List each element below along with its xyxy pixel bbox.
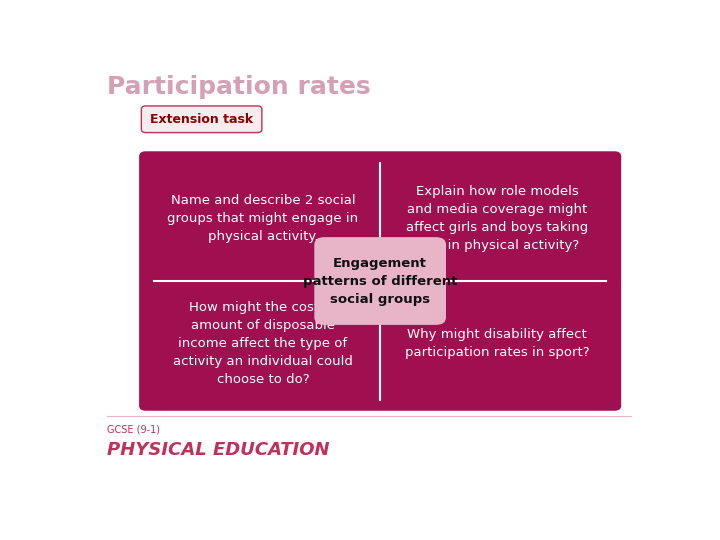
Text: Why might disability affect
participation rates in sport?: Why might disability affect participatio…: [405, 328, 590, 359]
Text: Engagement
patterns of different
social groups: Engagement patterns of different social …: [303, 256, 457, 306]
Text: Explain how role models
and media coverage might
affect girls and boys taking
pa: Explain how role models and media covera…: [406, 185, 588, 252]
Text: PHYSICAL EDUCATION: PHYSICAL EDUCATION: [107, 441, 329, 459]
FancyBboxPatch shape: [315, 237, 446, 325]
Text: Name and describe 2 social
groups that might engage in
physical activity.: Name and describe 2 social groups that m…: [168, 194, 359, 243]
FancyBboxPatch shape: [141, 106, 262, 133]
Text: Participation rates: Participation rates: [107, 75, 370, 99]
Text: Extension task: Extension task: [150, 113, 253, 126]
FancyBboxPatch shape: [139, 151, 621, 411]
Text: How might the cost or
amount of disposable
income affect the type of
activity an: How might the cost or amount of disposab…: [173, 301, 353, 386]
Text: GCSE (9-1): GCSE (9-1): [107, 424, 160, 435]
